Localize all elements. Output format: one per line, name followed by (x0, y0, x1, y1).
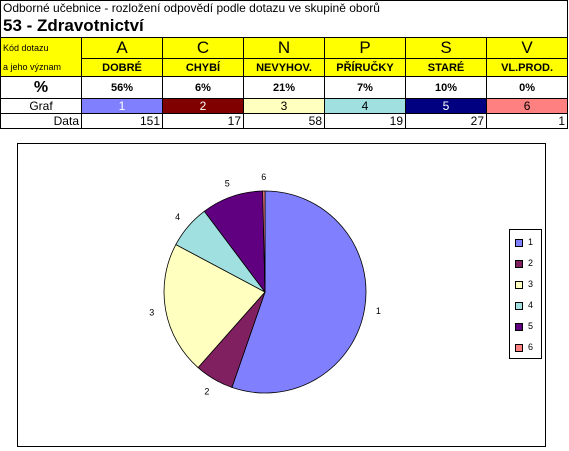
slice-label: 1 (376, 306, 381, 316)
data-cell: 58 (243, 113, 325, 129)
data-cell: 1 (485, 113, 569, 129)
pie-slice-1 (231, 190, 367, 394)
legend-swatch (515, 239, 523, 247)
slice-label: 6 (261, 172, 266, 182)
meaning-cell: CHYBÍ (162, 58, 244, 77)
legend-label: 4 (528, 300, 534, 310)
row-label-data: Data (0, 113, 82, 129)
graf-cell: 1 (81, 98, 163, 114)
data-grid: Odborné učebnice - rozložení odpovědí po… (0, 0, 569, 129)
data-cell: 151 (81, 113, 163, 129)
code-cell: A (81, 37, 163, 59)
chart-area: 1 2 3 4 5 6 (17, 143, 546, 447)
graf-cell: 6 (485, 98, 569, 114)
legend-label: 6 (528, 342, 534, 352)
subtitle: Odborné učebnice - rozložení odpovědí po… (0, 0, 569, 15)
code-cell: C (162, 37, 244, 59)
graf-cell: 3 (243, 98, 325, 114)
row-label-meaning: a jeho význam (0, 58, 82, 77)
legend-item: 5 (515, 321, 541, 333)
row-label-kod: Kód dotazu (0, 37, 82, 59)
pie-slice-6 (262, 190, 266, 293)
percent-cell: 56% (81, 76, 163, 99)
legend-item: 6 (515, 342, 541, 354)
meaning-cell: STARÉ (405, 58, 487, 77)
legend-item: 4 (515, 300, 541, 312)
slice-label: 3 (149, 307, 154, 317)
slice-label: 2 (204, 386, 209, 396)
legend-swatch (515, 302, 523, 310)
meaning-cell: DOBRÉ (81, 58, 163, 77)
data-cell: 19 (324, 113, 406, 129)
legend-item: 2 (515, 258, 541, 270)
code-cell: S (405, 37, 487, 59)
meaning-cell: VL.PROD. (485, 58, 569, 77)
graf-cell: 2 (162, 98, 244, 114)
legend-label: 3 (528, 279, 534, 289)
percent-cell: 6% (162, 76, 244, 99)
legend-label: 1 (528, 237, 534, 247)
graf-cell: 5 (405, 98, 487, 114)
data-cell: 17 (162, 113, 244, 129)
percent-cell: 21% (243, 76, 325, 99)
meaning-cell: NEVYHOV. (243, 58, 325, 77)
row-label-graf: Graf (0, 98, 82, 114)
slice-label: 4 (175, 212, 180, 222)
legend-item: 1 (515, 237, 541, 249)
pie-chart: 1 2 3 4 5 6 (149, 172, 381, 396)
legend-item: 3 (515, 279, 541, 291)
legend-swatch (515, 260, 523, 268)
slice-label: 5 (225, 178, 230, 188)
legend-swatch (515, 281, 523, 289)
row-label-percent: % (0, 76, 82, 99)
code-cell: N (243, 37, 325, 59)
data-cell: 27 (405, 113, 487, 129)
summary-table: Odborné učebnice - rozložení odpovědí po… (0, 0, 569, 129)
legend-swatch (515, 323, 523, 331)
percent-cell: 7% (324, 76, 406, 99)
percent-cell: 0% (485, 76, 569, 99)
code-cell: V (485, 37, 569, 59)
legend-swatch (515, 344, 523, 352)
legend-label: 2 (528, 258, 534, 268)
graf-cell: 4 (324, 98, 406, 114)
pie-slice-3 (163, 244, 266, 369)
code-cell: P (324, 37, 406, 59)
chart-legend: 1 2 3 4 5 6 (509, 229, 542, 359)
page-title: 53 - Zdravotnictví (0, 15, 569, 38)
meaning-cell: PŘÍRUČKY (324, 58, 406, 77)
percent-cell: 10% (405, 76, 487, 99)
legend-label: 5 (528, 321, 534, 331)
